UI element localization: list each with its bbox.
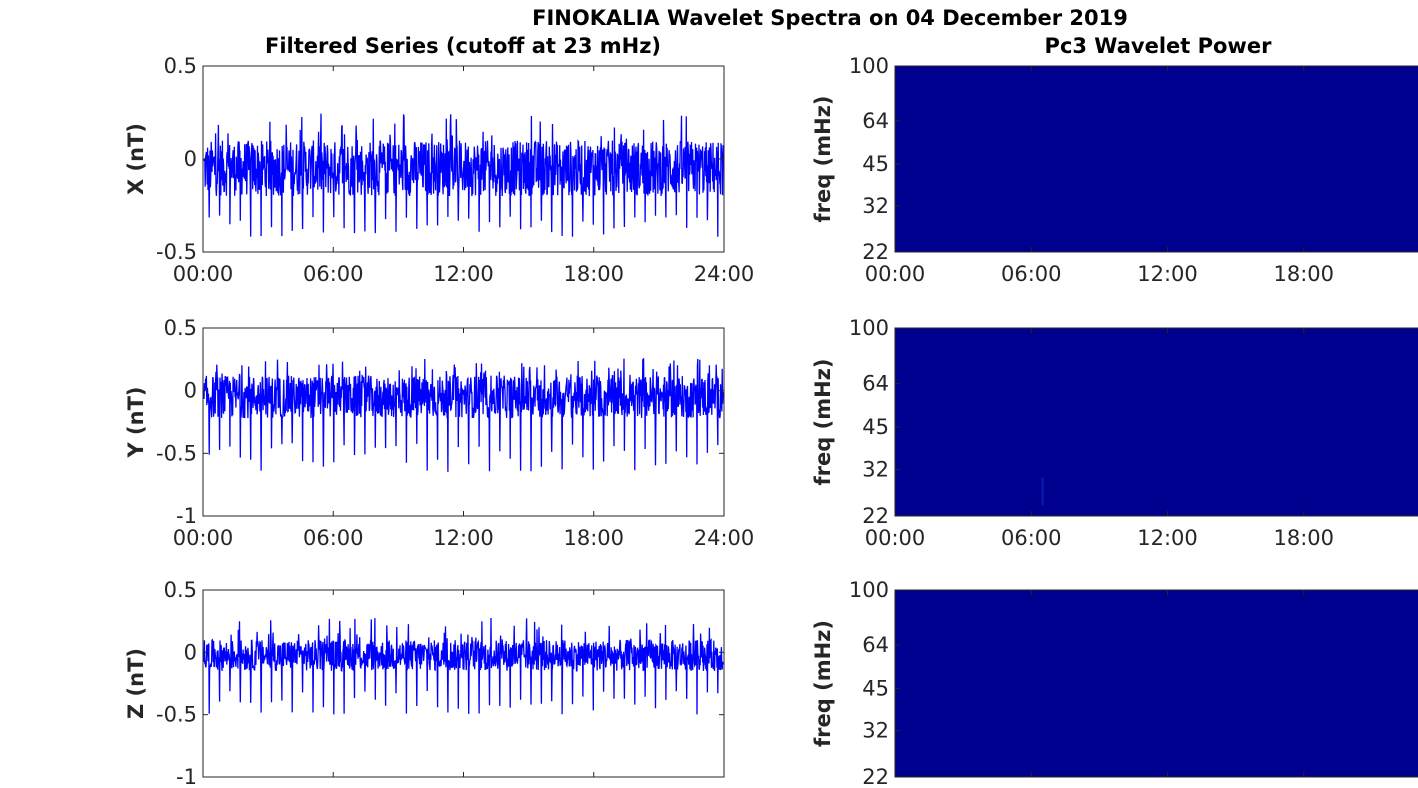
y-tick-label: 32: [862, 719, 889, 743]
x-tick-label: 12:00: [1137, 262, 1198, 286]
y-tick-label: -1: [176, 504, 197, 528]
y-tick-label: 0.5: [164, 578, 197, 602]
x-tick-label: 06:00: [303, 262, 364, 286]
y-axis-label: freq (mHz): [811, 620, 835, 747]
y-tick-label: 45: [862, 677, 889, 701]
y-tick-label: 64: [862, 371, 889, 395]
y-axis-label: Z (nT): [124, 648, 148, 719]
x-tick-label: 12:00: [433, 526, 494, 550]
x-tick-label: 18:00: [1273, 526, 1334, 550]
y-tick-label: 32: [862, 457, 889, 481]
left-column-title: Filtered Series (cutoff at 23 mHz): [265, 34, 661, 58]
x-tick-label: 18:00: [563, 262, 624, 286]
y-tick-label: 45: [862, 415, 889, 439]
y-tick-label: -1: [176, 765, 197, 788]
x-tick-label: 06:00: [1001, 262, 1062, 286]
x-tick-label: 00:00: [865, 262, 926, 286]
y-tick-label: 0: [184, 147, 197, 171]
power-heatmap: [895, 590, 1418, 777]
y-tick-label: 32: [862, 194, 889, 218]
series-trace: [203, 113, 724, 237]
y-axis-label: freq (mHz): [811, 359, 835, 486]
x-tick-label: 00:00: [173, 262, 234, 286]
x-tick-label: 18:00: [1273, 262, 1334, 286]
y-tick-label: 0.5: [164, 316, 197, 340]
x-tick-label: 06:00: [303, 526, 364, 550]
filtered-series-panel-2: 00:00 06:00 12:00 18:00 24:00 -1 -0.5 0 0.5 Y (nT…: [124, 316, 754, 550]
wavelet-power-panel-3: 22 32 45 64 100 freq (mHz): [811, 578, 1418, 788]
x-tick-label: 12:00: [1137, 526, 1198, 550]
figure-title: FINOKALIA Wavelet Spectra on 04 December…: [532, 6, 1128, 30]
x-tick-label: 24:00: [694, 526, 755, 550]
y-tick-label: 22: [862, 765, 889, 788]
y-tick-label: 0: [184, 640, 197, 664]
y-tick-label: 100: [849, 578, 889, 602]
power-heatmap: [895, 328, 1418, 516]
series-trace: [203, 617, 724, 715]
y-tick-label: 45: [862, 152, 889, 176]
power-heatmap: [895, 66, 1418, 252]
y-tick-label: 0.5: [164, 54, 197, 78]
filtered-series-panel-1: 00:00 06:00 12:00 18:00 24:00 -0.5 0 0.5 X (nT): [124, 54, 754, 286]
y-axis-label: X (nT): [124, 123, 148, 195]
x-tick-label: 06:00: [1001, 526, 1062, 550]
y-axis-label: freq (mHz): [811, 96, 835, 223]
y-tick-label: 64: [862, 633, 889, 657]
y-axis-label: Y (nT): [124, 387, 148, 459]
x-tick-label: 00:00: [865, 526, 926, 550]
filtered-series-panel-3: -1 -0.5 0 0.5 Z (nT): [124, 578, 725, 788]
y-tick-label: 100: [849, 54, 889, 78]
y-tick-label: 100: [849, 316, 889, 340]
y-tick-label: 64: [862, 109, 889, 133]
y-tick-label: 0: [184, 379, 197, 403]
x-tick-label: 18:00: [563, 526, 624, 550]
y-tick-label: -0.5: [156, 703, 197, 727]
series-trace: [203, 358, 724, 472]
x-tick-label: 00:00: [173, 526, 234, 550]
y-tick-label: -0.5: [156, 441, 197, 465]
y-tick-label: 22: [862, 240, 889, 264]
y-tick-label: -0.5: [156, 240, 197, 264]
x-tick-label: 24:00: [694, 262, 755, 286]
right-column-title: Pc3 Wavelet Power: [1045, 34, 1273, 58]
y-tick-label: 22: [862, 504, 889, 528]
x-tick-label: 12:00: [433, 262, 494, 286]
